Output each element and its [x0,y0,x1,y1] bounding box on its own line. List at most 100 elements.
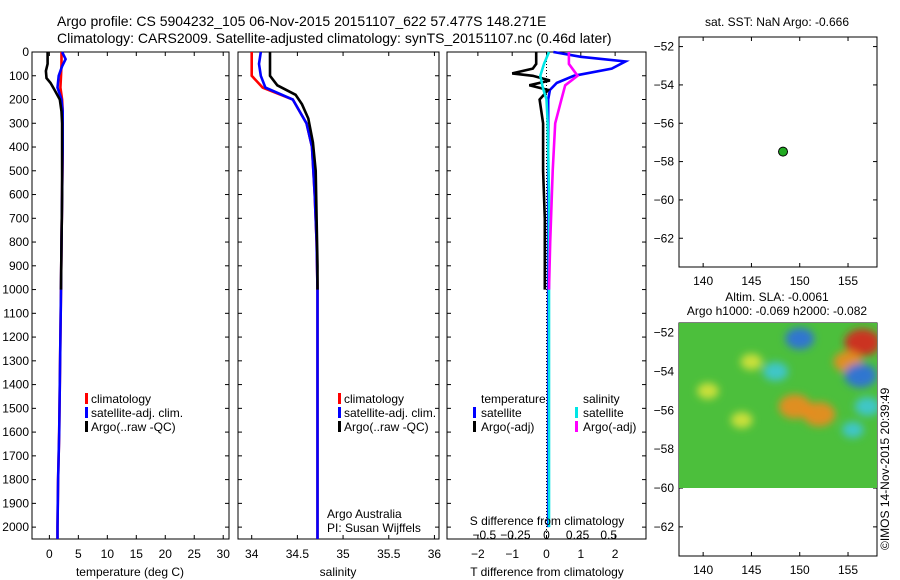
sla-heatmap [679,323,877,488]
tdiff-xlabel: T difference from climatology [470,565,624,579]
salinity-legend: climatology satellite-adj. clim. Argo(..… [327,392,436,535]
sdiff-xlabel: S difference from climatology [470,514,625,528]
temperature-axes [31,51,230,540]
sdiff-tick-label: −0.5 [472,528,496,542]
legend-label-clim: climatology [91,392,151,406]
depth-tick-label: 100 [9,69,29,83]
sla-feature-yellow [740,353,763,370]
sla-background [679,323,877,488]
sla-xtick-label: 155 [838,563,858,577]
sst-ytick-label: −54 [654,78,675,92]
xtick-label: 36 [428,547,442,561]
legend-label-argo: Argo(..raw -QC) [91,420,176,434]
sla-feature-yellow [730,411,753,429]
sla-feature-blue [785,327,815,350]
imos-credit: ©IMOS 14-Nov-2015 20:39:49 [878,387,892,550]
xtick-label: 34 [245,547,259,561]
legend-label-temp-argo: Argo(-adj) [481,420,534,434]
legend-swatch-sal-sat [575,407,578,418]
sla-title-1: Altim. SLA: -0.0061 [725,290,829,304]
depth-tick-label: 1000 [2,283,29,297]
series-temperature-argo [44,52,64,290]
depth-tick-label: 1400 [2,378,29,392]
sla-feature-blue [844,363,877,388]
series-lines [44,50,789,539]
sst-ytick-label: −62 [654,231,675,245]
sla-feature-cyan [762,362,789,381]
legend-swatch-argo [338,421,341,432]
depth-tick-label: 1900 [2,496,29,510]
xtick-label: −1 [505,547,519,561]
depth-tick-label: 1800 [2,473,29,487]
sst-ytick-label: −60 [654,193,675,207]
series-tdiff-argo [511,52,551,290]
depth-tick-label: 1200 [2,330,29,344]
sla-field [679,323,877,488]
xtick-label: 10 [101,547,115,561]
sla-feature-cyan [842,421,864,438]
legend-swatch-temp-argo [473,421,476,432]
depth-tick-label: 1300 [2,354,29,368]
depth-tick-label: 2000 [2,520,29,534]
xtick-label: 34.5 [286,547,310,561]
sla-ytick-label: −52 [654,326,675,340]
salinity-axes [237,51,440,540]
sla-feature-red [844,328,877,356]
legend-swatch-sal-argo [575,421,578,432]
sla-xtick-label: 150 [790,563,810,577]
argo-float-marker [778,146,789,157]
argo-pi-label: PI: Susan Wijffels [327,521,421,535]
sst-map-axes [678,36,878,268]
sla-xtick-label: 145 [741,563,761,577]
xtick-label: 25 [188,547,202,561]
legend-swatch-argo [85,421,88,432]
sst-xtick-label: 155 [838,274,858,288]
sla-ytick-label: −62 [654,520,675,534]
series-sdiff-argo [547,52,580,290]
xtick-label: 5 [75,547,82,561]
title-line-1: Argo profile: CS 5904232_105 06-Nov-2015… [57,13,546,29]
sla-blobs [697,327,877,438]
sla-ytick-label: −60 [654,481,675,495]
legend-swatch-clim [338,393,341,404]
xtick-label: 1 [577,547,584,561]
xtick-label: 20 [159,547,173,561]
legend-label-clim: climatology [344,392,404,406]
xtick-label: 0 [46,547,53,561]
argo-program-label: Argo Australia [327,507,402,521]
xtick-label: 35 [336,547,350,561]
sst-title: sat. SST: NaN Argo: -0.666 [705,15,849,29]
legend-swatch-clim [85,393,88,404]
series-sdiff-satellite [538,51,551,528]
xtick-label: 0 [543,547,550,561]
series-salinity-argo [268,52,319,290]
depth-tick-label: 800 [9,235,29,249]
sst-ytick-label: −52 [654,40,675,54]
legend-label-sat: satellite-adj. clim. [91,406,183,420]
depth-tick-label: 700 [9,211,29,225]
legend-swatch-sat [85,407,88,418]
legend-label-argo: Argo(..raw -QC) [344,420,429,434]
depth-tick-label: 600 [9,188,29,202]
legend-label-sat: satellite-adj. clim. [344,406,436,420]
title-line-2: Climatology: CARS2009. Satellite-adjuste… [57,30,612,46]
depth-tick-label: 0 [22,45,29,59]
sla-feature-orange [802,402,836,427]
depth-tick-label: 1100 [3,306,29,320]
legend-swatch-sat [338,407,341,418]
legend-label-temp-sat: satellite [481,406,522,420]
sla-xtick-label: 140 [693,563,713,577]
salinity-xlabel: salinity [320,565,357,579]
depth-tick-label: 900 [9,259,29,273]
depth-tick-label: 400 [9,140,29,154]
sla-feature-orange [778,394,812,419]
sla-feature-yellow [697,382,719,400]
legend-label-sal-argo: Argo(-adj) [583,420,636,434]
sst-xtick-label: 150 [790,274,810,288]
sla-title-2: Argo h1000: -0.069 h2000: -0.082 [687,304,867,318]
sst-ytick-label: −58 [654,155,675,169]
depth-tick-label: 1700 [2,449,29,463]
difference-legend: temperature salinity satellite Argo(-adj… [473,392,636,434]
xtick-label: 15 [130,547,144,561]
